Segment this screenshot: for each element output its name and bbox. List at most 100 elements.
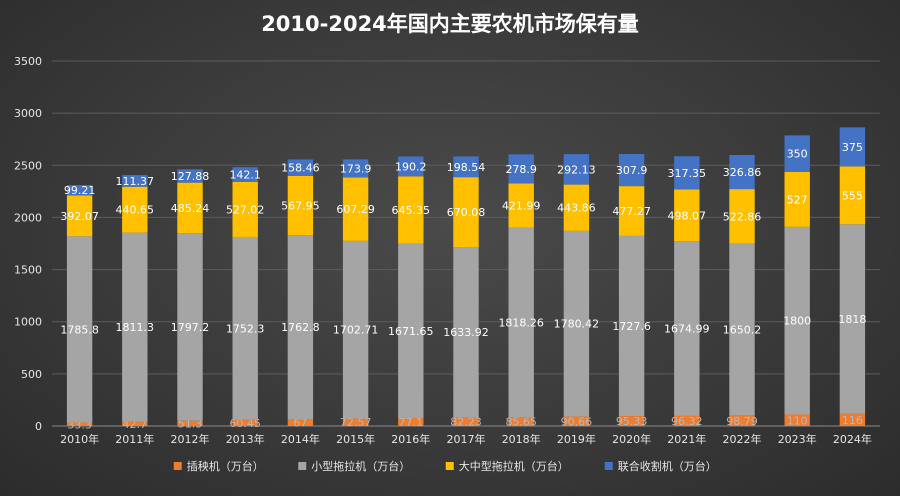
x-tick-label: 2019年 [557,432,596,446]
data-label: 158.46 [281,162,320,175]
bar-segment [674,415,700,426]
y-tick-label: 3000 [14,107,42,120]
data-label: 67 [293,417,307,430]
data-label: 527 [787,193,808,206]
bar-segment [508,417,534,426]
y-tick-label: 2500 [14,159,42,172]
data-label: 82.23 [450,416,482,429]
bar-segment [287,419,314,426]
bar-segment [618,186,645,236]
data-label: 77.1 [399,416,424,429]
data-label: 670.08 [447,206,486,219]
bar-segment [398,243,424,418]
bar-segment [287,175,314,236]
data-label: 555 [842,189,863,202]
bar-segment [563,184,590,231]
data-label: 567.95 [281,200,320,213]
bar-segment [674,241,700,416]
bar-segment [674,189,700,242]
bar-segment [618,416,645,426]
x-tick-label: 2012年 [171,432,210,446]
legend-swatch [604,462,613,470]
data-label: 1785.8 [60,323,99,336]
y-tick-label: 2000 [14,211,42,224]
data-label: 1811.3 [116,321,155,334]
bar-segment [453,247,479,418]
bar-segment [342,159,369,178]
legend-label: 小型拖拉机（万台） [311,459,410,473]
legend-swatch [298,462,307,470]
bar-segment [618,154,645,187]
x-tick-label: 2011年 [115,432,154,446]
y-tick-label: 0 [35,420,42,433]
data-label: 116 [842,414,863,427]
data-label: 1633.92 [443,326,489,339]
data-label: 85.65 [505,416,537,429]
data-label: 278.9 [505,163,537,176]
data-label: 1702.71 [333,324,379,337]
bar-segment [784,226,810,415]
bar-segment [563,416,590,426]
legend-label: 联合收割机（万台） [618,459,717,473]
bar-segment [839,166,866,225]
data-label: 1762.8 [281,321,320,334]
x-tick-label: 2024年 [833,432,872,446]
data-label: 72.57 [340,416,372,429]
x-tick-label: 2015年 [336,432,375,446]
data-label: 421.99 [502,199,541,212]
chart-title: 2010-2024年国内主要农机市场保有量 [261,12,639,36]
bar-segment [287,235,314,420]
bar-segment [232,236,258,420]
data-label: 99.21 [64,184,96,197]
bar-segment [398,176,424,244]
legend-label: 大中型拖拉机（万台） [459,459,569,473]
data-label: 485.24 [171,202,210,215]
bar-segment [122,175,148,187]
bar-segment [508,227,534,418]
bar-segment [177,169,203,183]
x-tick-label: 2018年 [502,432,541,446]
data-label: 90.66 [561,415,593,428]
bar-segment [177,420,203,426]
data-label: 96.32 [671,415,703,428]
bar-segment [342,177,369,241]
data-label: 1800 [783,315,811,328]
bar-segment [122,421,148,426]
bar-segment [453,156,479,178]
bar-segment [287,159,314,176]
data-label: 173.9 [340,162,372,175]
data-label: 110 [787,414,808,427]
bar-segment [729,154,755,190]
bar-segment [232,181,258,237]
data-label: 477.27 [612,205,651,218]
data-label: 350 [787,148,808,161]
bar-segment [66,195,93,237]
x-tick-label: 2022年 [723,432,762,446]
bar-segment [232,167,258,182]
data-label: 326.86 [723,166,762,179]
data-label: 1650.2 [723,324,762,337]
data-label: 1674.99 [664,323,710,336]
data-label: 98.79 [726,415,758,428]
data-label: 1727.6 [612,320,651,333]
bar-segment [342,240,369,419]
bar-segment [508,154,534,184]
x-tick-label: 2013年 [226,432,265,446]
data-label: 127.88 [171,170,210,183]
x-tick-label: 2016年 [391,432,430,446]
data-label: 292.13 [557,163,596,176]
bar-segment [66,236,93,423]
data-label: 1671.65 [388,325,434,338]
legend-label: 插秧机（万台） [187,459,264,473]
bar-segment [674,156,700,190]
data-label: 443.86 [557,202,596,215]
bar-segment [66,185,93,196]
data-label: 1780.42 [554,318,600,331]
bar-segment [398,156,424,177]
bar-segment [398,417,424,426]
bar-segment [839,224,866,414]
data-label: 1752.3 [226,322,265,335]
data-label: 1818 [838,313,866,326]
data-label: 1818.26 [498,316,544,329]
